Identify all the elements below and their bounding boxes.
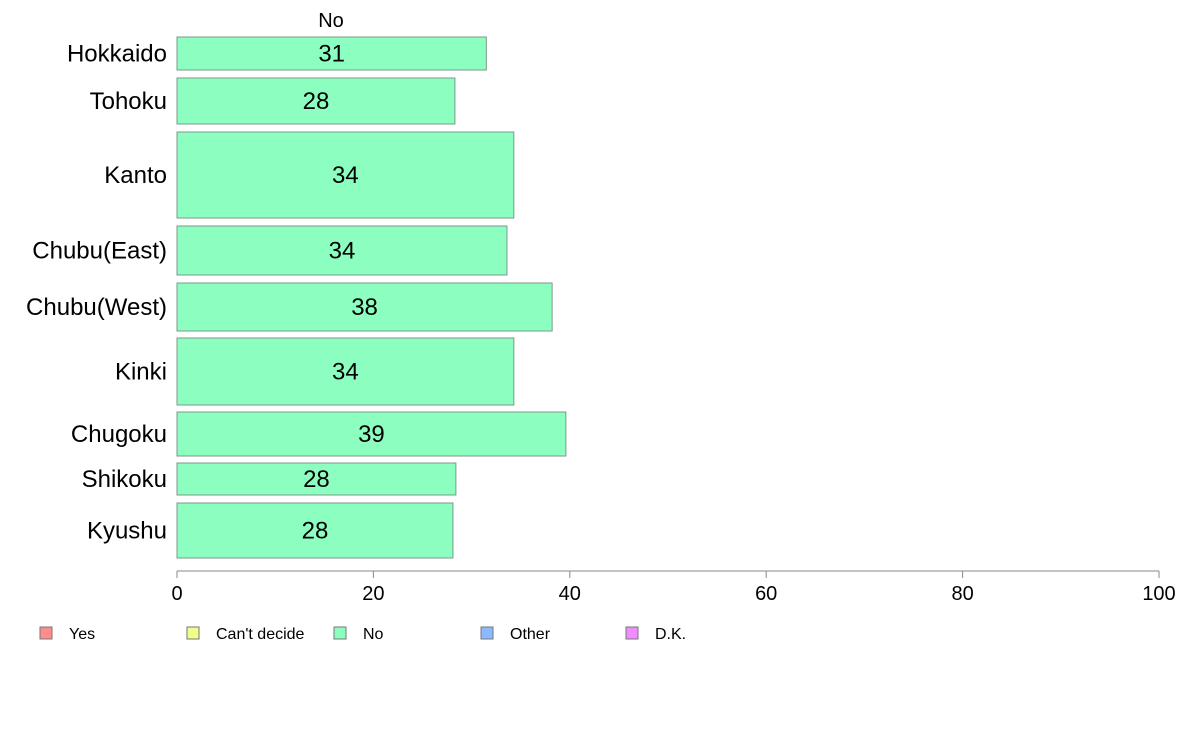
bar-shikoku bbox=[176, 462, 457, 496]
x-tick-label: 80 bbox=[951, 583, 973, 605]
bar-chubu-east- bbox=[176, 225, 508, 276]
legend-swatch bbox=[186, 626, 200, 640]
bar-chubu-west- bbox=[176, 282, 553, 332]
category-label: Kyushu bbox=[87, 518, 167, 545]
category-label: Kanto bbox=[104, 162, 167, 189]
legend-label: Yes bbox=[69, 626, 95, 643]
x-tick-label: 20 bbox=[362, 583, 384, 605]
legend-label: Other bbox=[510, 626, 551, 643]
category-label: Hokkaido bbox=[67, 41, 167, 68]
bars-group: Hokkaido 31 Tohoku 28 Kanto 34 Chubu(East) 34 Ch… bbox=[26, 36, 567, 559]
x-tick-label: 100 bbox=[1142, 583, 1175, 605]
legend-label: No bbox=[363, 626, 384, 643]
legend-swatch bbox=[39, 626, 53, 640]
x-axis: 0 20 40 60 80 100 bbox=[171, 570, 1176, 605]
category-label: Chubu(East) bbox=[32, 238, 167, 265]
legend-swatch bbox=[480, 626, 494, 640]
bar-value-label: 39 bbox=[358, 421, 385, 448]
bar-value-label: 34 bbox=[332, 162, 359, 189]
bar-value-label: 28 bbox=[302, 518, 329, 545]
category-label: Chugoku bbox=[71, 421, 167, 448]
legend-swatch bbox=[625, 626, 639, 640]
x-tick-label: 0 bbox=[171, 583, 182, 605]
bar-value-label: 34 bbox=[329, 238, 356, 265]
bar-value-label: 34 bbox=[332, 359, 359, 386]
bar-tohoku bbox=[176, 77, 456, 125]
legend: Yes Can't decide No Other D.K. bbox=[39, 626, 686, 643]
bar-chugoku bbox=[176, 411, 567, 457]
category-label: Shikoku bbox=[82, 466, 167, 493]
category-label: Kinki bbox=[115, 359, 167, 386]
x-tick-label: 60 bbox=[755, 583, 777, 605]
bar-value-label: 28 bbox=[303, 88, 330, 115]
bar-kyushu bbox=[176, 502, 454, 559]
legend-label: D.K. bbox=[655, 626, 686, 643]
legend-swatch bbox=[333, 626, 347, 640]
category-label: Chubu(West) bbox=[26, 294, 167, 321]
bar-kinki bbox=[176, 337, 515, 406]
series-title: No bbox=[318, 10, 344, 32]
bar-value-label: 38 bbox=[351, 294, 378, 321]
x-tick-label: 40 bbox=[559, 583, 581, 605]
bar-value-label: 31 bbox=[318, 41, 345, 68]
bar-kanto bbox=[176, 131, 515, 219]
category-label: Tohoku bbox=[90, 88, 167, 115]
bar-hokkaido bbox=[176, 36, 487, 71]
bar-value-label: 28 bbox=[303, 466, 330, 493]
legend-label: Can't decide bbox=[216, 626, 305, 643]
